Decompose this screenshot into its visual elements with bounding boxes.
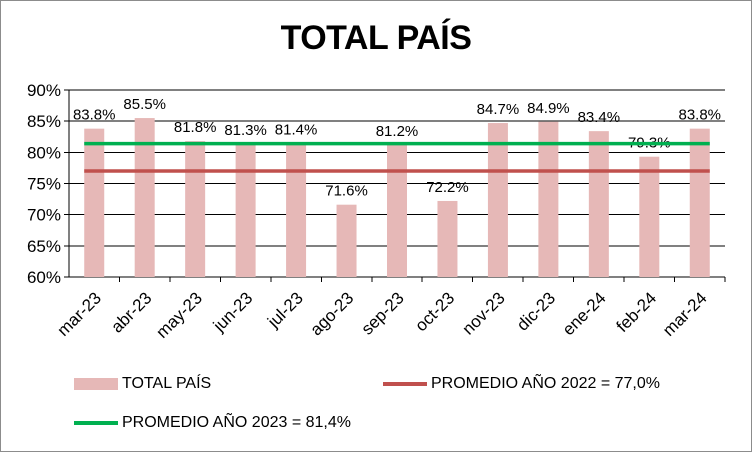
legend-label-total-pais: TOTAL PAÍS (122, 375, 212, 392)
legend-label-promedio-2022: PROMEDIO AÑO 2022 = 77,0% (431, 375, 660, 392)
legend-item-promedio-2023: PROMEDIO AÑO 2023 = 81,4% (74, 414, 351, 432)
y-tick-label: 75% (27, 175, 61, 194)
x-tick-label: nov-23 (459, 288, 509, 338)
bar-value-label: 72.2% (426, 179, 469, 196)
x-tick-label: mar-24 (659, 288, 711, 340)
bar (487, 123, 508, 277)
legend-swatch-promedio-2022 (383, 382, 427, 386)
y-tick-label: 90% (27, 81, 61, 100)
y-tick-label: 70% (27, 206, 61, 225)
x-tick-label: ene-24 (559, 288, 610, 339)
bar (437, 200, 458, 277)
y-tick-label: 60% (27, 268, 61, 287)
bar-value-label: 83.8% (678, 107, 721, 124)
bar (387, 144, 407, 277)
bar-value-label: 81.2% (376, 123, 419, 140)
legend-item-total-pais: TOTAL PAÍS (74, 375, 211, 393)
bar (185, 141, 206, 277)
bar-value-label: 84.9% (527, 100, 570, 117)
bar-value-label: 81.3% (224, 122, 267, 139)
bar-value-label: 85.5% (123, 96, 166, 113)
x-tick-label: jul-23 (263, 288, 307, 332)
bar (588, 131, 609, 277)
y-tick-label: 80% (27, 143, 61, 162)
y-tick-label: 85% (27, 112, 61, 131)
bar (235, 144, 256, 277)
bar-value-label: 81.4% (275, 122, 318, 139)
x-tick-label: feb-24 (613, 288, 661, 336)
bar-value-label: 83.4% (578, 109, 621, 126)
bar-value-label: 84.7% (477, 101, 520, 118)
chart-title: TOTAL PAÍS (280, 19, 472, 57)
bar (689, 128, 710, 277)
legend-item-promedio-2022: PROMEDIO AÑO 2022 = 77,0% (383, 375, 660, 393)
x-tick-label: mar-23 (54, 288, 106, 340)
bar (538, 121, 559, 277)
bar-value-label: 81.8% (174, 119, 217, 136)
x-tick-label: abr-23 (107, 288, 155, 336)
legend-label-promedio-2023: PROMEDIO AÑO 2023 = 81,4% (122, 414, 351, 431)
legend-swatch-promedio-2023 (74, 421, 118, 425)
bar-value-label: 83.8% (73, 107, 116, 124)
bar (336, 204, 357, 277)
bar (134, 118, 155, 277)
x-tick-label: sep-23 (358, 288, 408, 338)
x-tick-label: oct-23 (411, 288, 458, 335)
bar (639, 156, 660, 277)
bar-value-label: 71.6% (325, 183, 368, 200)
x-tick-label: ago-23 (306, 288, 357, 339)
x-tick-label: may-23 (152, 288, 206, 342)
y-tick-label: 65% (27, 237, 61, 256)
x-tick-label: jun-23 (209, 288, 257, 336)
bar (286, 143, 307, 277)
legend-swatch-total-pais (74, 378, 118, 390)
bar (84, 128, 105, 277)
x-tick-label: dic-23 (513, 288, 559, 334)
